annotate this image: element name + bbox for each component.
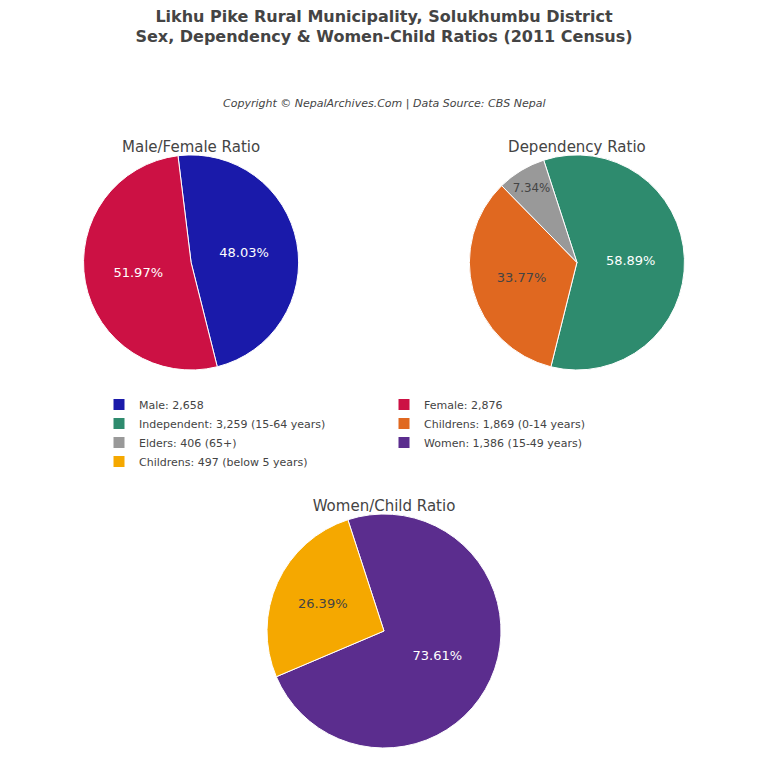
svg-text:Likhu Pike Rural Municipality,: Likhu Pike Rural Municipality, Solukhumb… bbox=[135, 7, 632, 47]
svg-text:7.34%: 7.34% bbox=[513, 181, 551, 195]
svg-text:Male: 2,658: Male: 2,658 bbox=[139, 399, 204, 412]
svg-text:51.97%: 51.97% bbox=[113, 265, 163, 280]
svg-text:Male/Female Ratio: Male/Female Ratio bbox=[122, 138, 260, 156]
svg-text:Independent: 3,259 (15-64 year: Independent: 3,259 (15-64 years) bbox=[139, 418, 325, 431]
svg-text:Elders: 406 (65+): Elders: 406 (65+) bbox=[139, 437, 237, 450]
svg-text:58.89%: 58.89% bbox=[606, 253, 656, 268]
svg-text:Female: 2,876: Female: 2,876 bbox=[424, 399, 502, 412]
svg-text:Childrens: 1,869 (0-14 years): Childrens: 1,869 (0-14 years) bbox=[424, 418, 585, 431]
svg-text:Copyright © NepalArchives.Com: Copyright © NepalArchives.Com | Data Sou… bbox=[223, 97, 545, 110]
svg-text:26.39%: 26.39% bbox=[298, 596, 348, 611]
svg-text:48.03%: 48.03% bbox=[219, 245, 269, 260]
svg-text:Women/Child Ratio: Women/Child Ratio bbox=[313, 497, 456, 515]
svg-text:Childrens: 497 (below 5 years): Childrens: 497 (below 5 years) bbox=[139, 456, 308, 469]
svg-text:33.77%: 33.77% bbox=[497, 270, 547, 285]
svg-text:Dependency Ratio: Dependency Ratio bbox=[508, 138, 646, 156]
svg-text:Women: 1,386 (15-49 years): Women: 1,386 (15-49 years) bbox=[424, 437, 582, 450]
svg-text:73.61%: 73.61% bbox=[412, 648, 462, 663]
